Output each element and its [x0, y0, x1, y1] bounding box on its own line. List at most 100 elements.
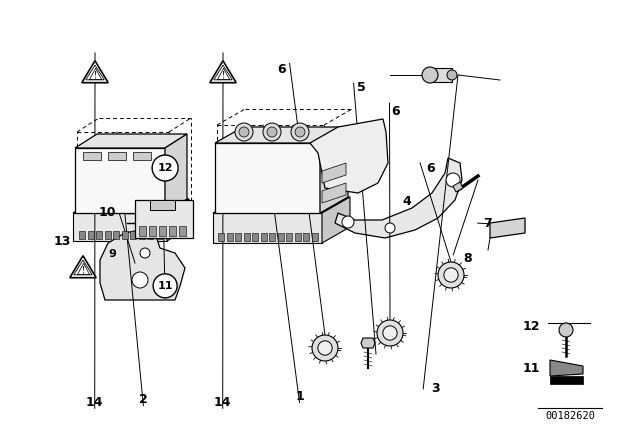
Circle shape — [267, 127, 277, 137]
Polygon shape — [167, 199, 189, 241]
Bar — [150, 200, 175, 210]
Text: 2: 2 — [139, 393, 148, 406]
Bar — [243, 233, 250, 241]
Polygon shape — [82, 60, 108, 83]
Circle shape — [446, 173, 460, 187]
Text: ⚠: ⚠ — [88, 66, 102, 84]
Bar — [294, 233, 301, 241]
Polygon shape — [550, 360, 583, 376]
Text: 1: 1 — [295, 390, 304, 403]
Text: 3: 3 — [431, 382, 440, 396]
Bar — [130, 231, 136, 239]
Polygon shape — [320, 127, 348, 213]
Bar — [218, 233, 224, 241]
Bar — [235, 233, 241, 241]
Bar — [147, 231, 153, 239]
Polygon shape — [310, 119, 388, 193]
Circle shape — [153, 274, 177, 298]
Circle shape — [140, 248, 150, 258]
Polygon shape — [165, 134, 187, 213]
Bar — [269, 233, 275, 241]
Bar — [138, 231, 145, 239]
Bar — [149, 226, 156, 236]
Polygon shape — [75, 148, 165, 213]
Polygon shape — [73, 199, 189, 213]
Bar — [83, 152, 101, 160]
Bar — [252, 233, 258, 241]
Text: 00182620: 00182620 — [545, 411, 595, 421]
Bar — [79, 231, 85, 239]
Bar — [169, 226, 176, 236]
Circle shape — [312, 335, 338, 361]
Text: 12: 12 — [157, 163, 173, 173]
Text: 11: 11 — [522, 362, 540, 375]
Text: 11: 11 — [157, 281, 173, 291]
Circle shape — [422, 67, 438, 83]
Bar — [139, 226, 146, 236]
Text: 6: 6 — [277, 63, 286, 76]
Bar — [312, 233, 317, 241]
Bar — [260, 233, 266, 241]
Text: 5: 5 — [357, 81, 366, 94]
Polygon shape — [100, 230, 185, 300]
Polygon shape — [75, 134, 187, 148]
Text: 12: 12 — [522, 320, 540, 333]
Polygon shape — [322, 163, 346, 183]
Polygon shape — [215, 143, 320, 213]
Text: 7: 7 — [483, 216, 492, 230]
Circle shape — [295, 127, 305, 137]
Circle shape — [318, 341, 332, 355]
Bar — [159, 226, 166, 236]
Text: 6: 6 — [391, 104, 400, 118]
Polygon shape — [215, 127, 348, 143]
Text: 9: 9 — [108, 250, 116, 259]
Polygon shape — [335, 158, 462, 238]
Bar — [278, 233, 284, 241]
Circle shape — [132, 272, 148, 288]
Text: ⚠: ⚠ — [76, 262, 90, 280]
Text: 14: 14 — [86, 396, 104, 409]
Circle shape — [291, 123, 309, 141]
Text: 13: 13 — [54, 234, 72, 248]
Bar — [286, 233, 292, 241]
Circle shape — [342, 216, 354, 228]
Text: 10: 10 — [99, 206, 116, 220]
Polygon shape — [490, 218, 525, 238]
Bar — [108, 152, 126, 160]
Circle shape — [385, 223, 395, 233]
Text: 8: 8 — [463, 252, 472, 266]
Polygon shape — [70, 256, 96, 278]
Polygon shape — [213, 213, 322, 243]
Polygon shape — [322, 183, 346, 203]
Text: 6: 6 — [426, 161, 435, 175]
Bar — [135, 200, 193, 238]
Bar — [179, 226, 186, 236]
Bar — [113, 231, 119, 239]
Bar — [104, 231, 111, 239]
Polygon shape — [430, 68, 452, 82]
Bar — [96, 231, 102, 239]
Circle shape — [444, 268, 458, 282]
Bar — [227, 233, 232, 241]
Polygon shape — [73, 213, 167, 241]
Circle shape — [559, 323, 573, 337]
Bar — [303, 233, 309, 241]
Circle shape — [239, 127, 249, 137]
Bar — [122, 231, 127, 239]
Polygon shape — [361, 338, 375, 348]
Circle shape — [377, 320, 403, 346]
Circle shape — [383, 326, 397, 340]
Bar — [156, 231, 161, 239]
Bar — [550, 376, 583, 384]
Polygon shape — [213, 197, 350, 213]
Bar — [133, 152, 151, 160]
Circle shape — [438, 262, 464, 288]
Circle shape — [447, 70, 457, 80]
Circle shape — [152, 155, 178, 181]
Polygon shape — [210, 60, 236, 83]
Polygon shape — [453, 182, 463, 192]
Text: 4: 4 — [402, 195, 411, 208]
Circle shape — [263, 123, 281, 141]
Text: ⚠: ⚠ — [216, 66, 230, 84]
Text: 14: 14 — [214, 396, 232, 409]
